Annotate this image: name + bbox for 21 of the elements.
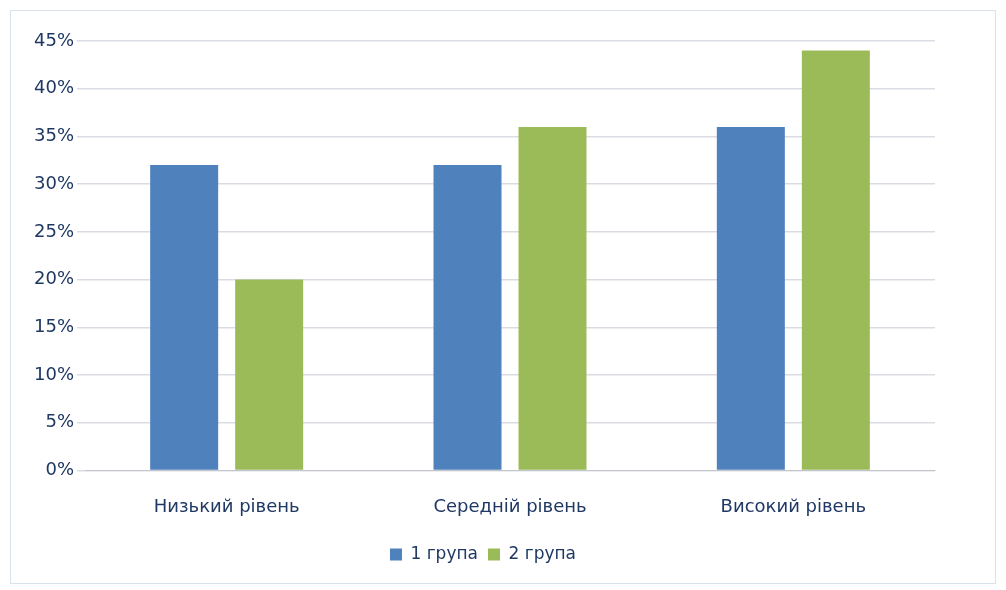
bar [433,165,502,470]
legend-label: 2 група [508,542,577,563]
x-tick-label: Середній рівень [433,494,587,516]
y-tick-label: 40% [33,76,75,98]
y-tick-label: 15% [33,314,75,336]
x-tick-label: Високий рівень [720,494,867,516]
bar [801,50,870,470]
y-tick-label: 35% [33,124,75,146]
bar [235,279,304,470]
y-tick-label: 0% [45,458,75,480]
legend-label: 1 група [410,542,479,563]
y-tick-label: 25% [33,219,75,241]
bar [150,165,219,470]
bar [518,126,587,470]
y-tick-label: 10% [33,362,75,384]
y-tick-label: 5% [45,410,75,432]
y-tick-label: 20% [33,267,75,289]
y-tick-label: 45% [33,28,75,50]
x-tick-label: Низький рівень [153,494,300,516]
bar [716,126,785,470]
y-tick-label: 30% [33,171,75,193]
